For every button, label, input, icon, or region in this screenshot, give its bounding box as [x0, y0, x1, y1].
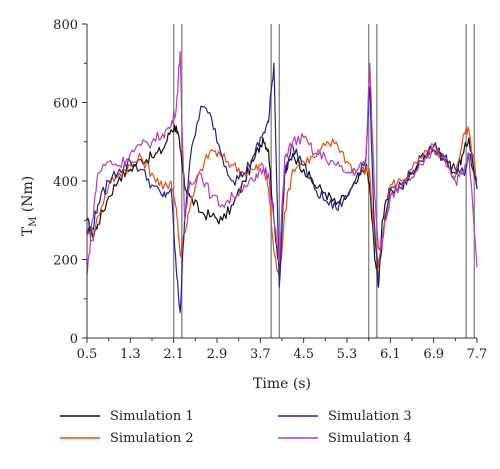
y-tick-label: 400 [53, 175, 78, 190]
y-tick-label: 600 [53, 97, 78, 112]
x-tick-label: 1.3 [120, 347, 141, 362]
x-tick-label: 7.7 [467, 347, 488, 362]
y-axis-ticks: 0 200 400 600 800 [53, 18, 87, 347]
y-axis-title: TM (Nm) [20, 176, 39, 237]
legend-label-1: Simulation 1 [110, 409, 194, 424]
x-axis-ticks: 0.5 1.3 2.1 2.9 3.7 4.5 5.3 6.1 6.9 7.7 [77, 338, 488, 362]
y-tick-label: 0 [70, 332, 78, 347]
x-tick-label: 0.5 [77, 347, 98, 362]
axes [86, 24, 477, 339]
series-line-4 [86, 50, 478, 276]
legend: Simulation 1 Simulation 2 Simulation 3 Simu… [60, 409, 412, 446]
y-tick-label: 800 [53, 18, 78, 33]
legend-label-2: Simulation 2 [110, 431, 194, 446]
x-tick-label: 6.9 [423, 347, 444, 362]
x-tick-label: 2.9 [207, 347, 228, 362]
x-tick-label: 5.3 [337, 347, 358, 362]
series-lines [86, 50, 478, 314]
y-tick-label: 200 [53, 254, 78, 269]
series-line-3 [86, 62, 478, 314]
x-tick-label: 2.1 [163, 347, 184, 362]
x-tick-label: 6.1 [380, 347, 401, 362]
x-axis-title: Time (s) [253, 376, 311, 392]
event-markers [172, 24, 475, 338]
legend-label-4: Simulation 4 [328, 431, 412, 446]
x-tick-label: 4.5 [293, 347, 314, 362]
x-tick-label: 3.7 [250, 347, 271, 362]
legend-label-3: Simulation 3 [328, 409, 412, 424]
